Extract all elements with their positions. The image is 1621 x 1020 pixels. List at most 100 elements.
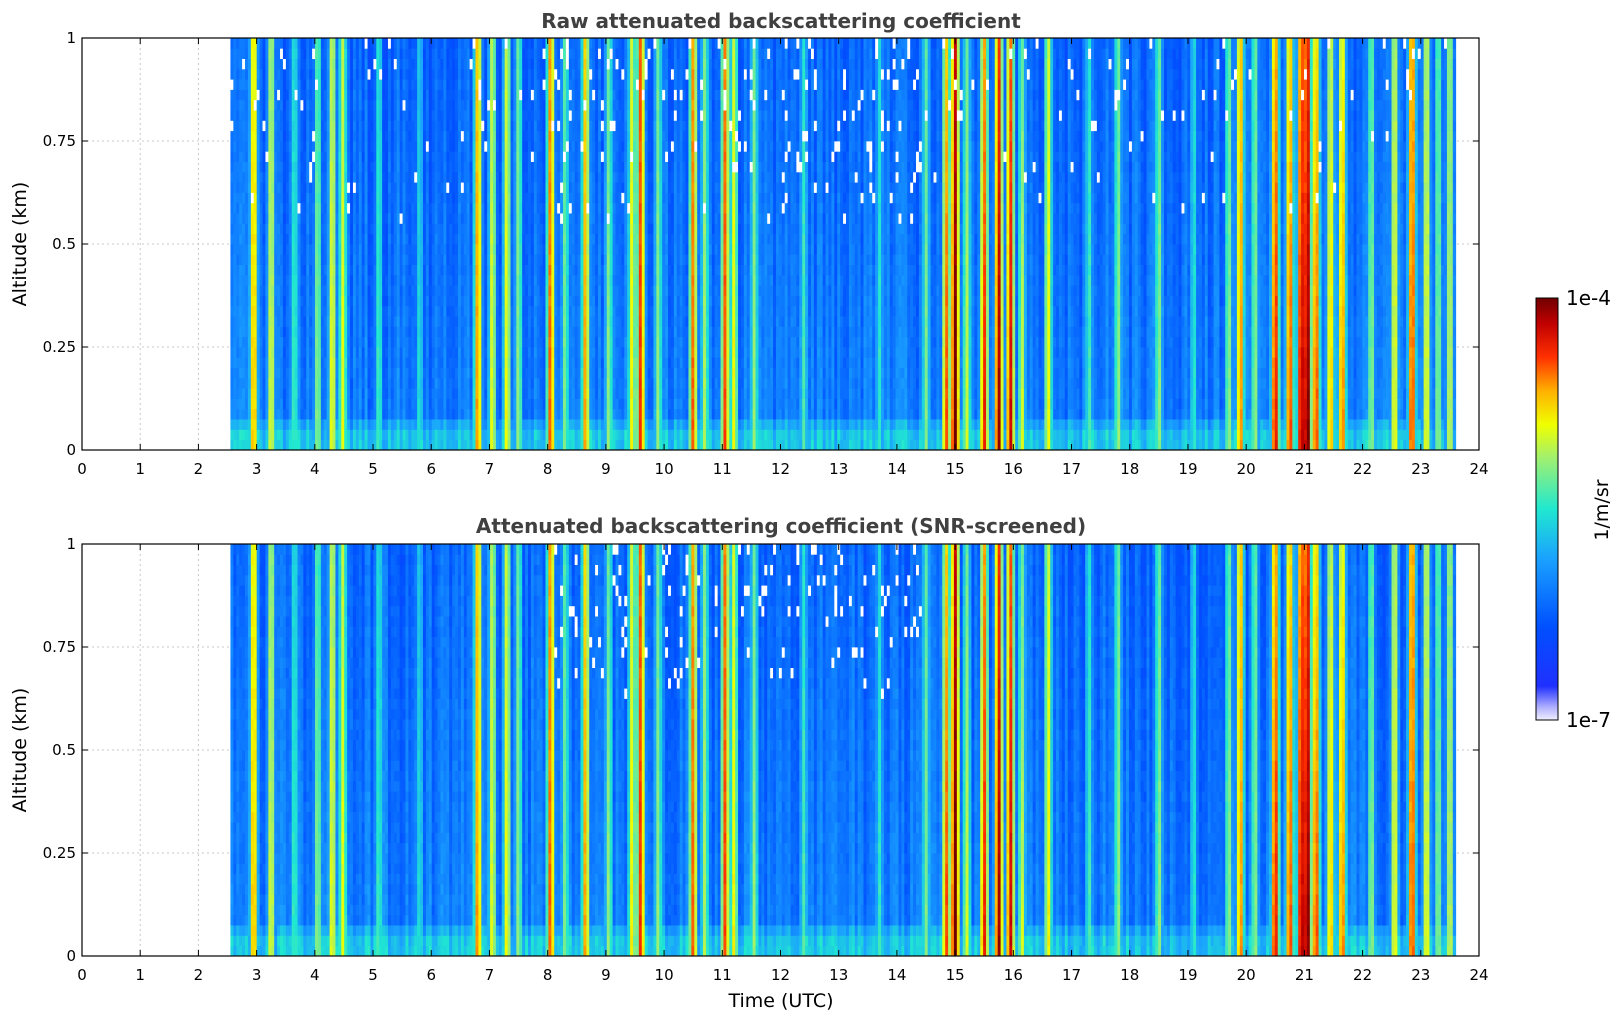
heatmap-cell <box>429 399 432 410</box>
heatmap-cell <box>333 223 336 234</box>
heatmap-cell <box>551 203 554 214</box>
heatmap-cell <box>298 234 301 245</box>
heatmap-cell <box>586 172 589 183</box>
heatmap-cell <box>388 265 391 276</box>
heatmap-cell <box>239 440 242 451</box>
heatmap-cell <box>452 234 455 245</box>
heatmap-cell <box>265 285 268 296</box>
heatmap-cell <box>236 59 239 70</box>
heatmap-cell <box>478 234 481 245</box>
heatmap-cell <box>347 213 350 224</box>
heatmap-cell <box>499 244 502 255</box>
heatmap-cell <box>575 244 578 255</box>
heatmap-cell <box>245 90 248 101</box>
heatmap-cell <box>251 172 254 183</box>
heatmap-cell <box>586 48 589 59</box>
heatmap-cell <box>540 316 543 327</box>
heatmap-cell <box>347 162 350 173</box>
heatmap-cell <box>540 399 543 410</box>
heatmap-cell <box>481 440 484 451</box>
heatmap-cell <box>397 213 400 224</box>
heatmap-cell <box>362 110 365 121</box>
heatmap-cell <box>572 337 575 348</box>
heatmap-cell <box>502 182 505 193</box>
heatmap-cell <box>286 48 289 59</box>
heatmap-cell <box>449 347 452 358</box>
heatmap-cell <box>388 316 391 327</box>
heatmap-cell <box>353 79 356 90</box>
heatmap-cell <box>473 357 476 368</box>
heatmap-cell <box>333 120 336 131</box>
heatmap-cell <box>487 429 490 440</box>
heatmap-cell <box>292 59 295 70</box>
heatmap-cell <box>481 409 484 420</box>
heatmap-cell <box>405 120 408 131</box>
heatmap-cell <box>499 213 502 224</box>
heatmap-cell <box>260 162 263 173</box>
heatmap-cell <box>315 182 318 193</box>
heatmap-cell <box>452 285 455 296</box>
heatmap-cell <box>583 162 586 173</box>
heatmap-cell <box>528 296 531 307</box>
heatmap-cell <box>420 48 423 59</box>
heatmap-cell <box>292 265 295 276</box>
heatmap-cell <box>318 69 321 80</box>
heatmap-cell <box>385 347 388 358</box>
heatmap-cell <box>306 440 309 451</box>
heatmap-cell <box>467 69 470 80</box>
heatmap-cell <box>312 131 315 142</box>
heatmap-cell <box>230 265 233 276</box>
heatmap-cell <box>426 120 429 131</box>
heatmap-cell <box>484 254 487 265</box>
heatmap-cell <box>242 162 245 173</box>
heatmap-cell <box>432 182 435 193</box>
heatmap-cell <box>525 275 528 286</box>
heatmap-cell <box>496 306 499 317</box>
heatmap-cell <box>286 38 289 49</box>
heatmap-cell <box>353 429 356 440</box>
heatmap-cell <box>513 440 516 451</box>
heatmap-cell <box>233 357 236 368</box>
heatmap-cell <box>236 337 239 348</box>
heatmap-cell <box>449 378 452 389</box>
heatmap-cell <box>274 38 277 49</box>
heatmap-cell <box>496 90 499 101</box>
heatmap-cell <box>566 326 569 337</box>
heatmap-cell <box>359 48 362 59</box>
heatmap-cell <box>586 399 589 410</box>
heatmap-cell <box>362 90 365 101</box>
heatmap-cell <box>464 419 467 430</box>
heatmap-cell <box>493 275 496 286</box>
heatmap-cell <box>569 59 572 70</box>
heatmap-cell <box>350 59 353 70</box>
heatmap-cell <box>251 265 254 276</box>
heatmap-cell <box>446 296 449 307</box>
heatmap-cell <box>528 120 531 131</box>
heatmap-cell <box>376 162 379 173</box>
heatmap-cell <box>254 110 257 121</box>
heatmap-cell <box>335 213 338 224</box>
heatmap-cell <box>300 440 303 451</box>
heatmap-cell <box>292 69 295 80</box>
heatmap-cell <box>540 48 543 59</box>
heatmap-cell <box>531 265 534 276</box>
heatmap-cell <box>490 162 493 173</box>
heatmap-cell <box>563 419 566 430</box>
heatmap-cell <box>464 440 467 451</box>
heatmap-cell <box>236 182 239 193</box>
heatmap-cell <box>586 368 589 379</box>
heatmap-cell <box>309 79 312 90</box>
heatmap-cell <box>560 193 563 204</box>
heatmap-cell <box>470 285 473 296</box>
heatmap-cell <box>251 141 254 152</box>
heatmap-cell <box>496 234 499 245</box>
heatmap-cell <box>438 120 441 131</box>
heatmap-cell <box>531 203 534 214</box>
heatmap-cell <box>461 275 464 286</box>
heatmap-cell <box>586 193 589 204</box>
heatmap-cell <box>543 172 546 183</box>
heatmap-cell <box>379 275 382 286</box>
heatmap-cell <box>496 357 499 368</box>
heatmap-cell <box>277 100 280 111</box>
heatmap-cell <box>344 316 347 327</box>
